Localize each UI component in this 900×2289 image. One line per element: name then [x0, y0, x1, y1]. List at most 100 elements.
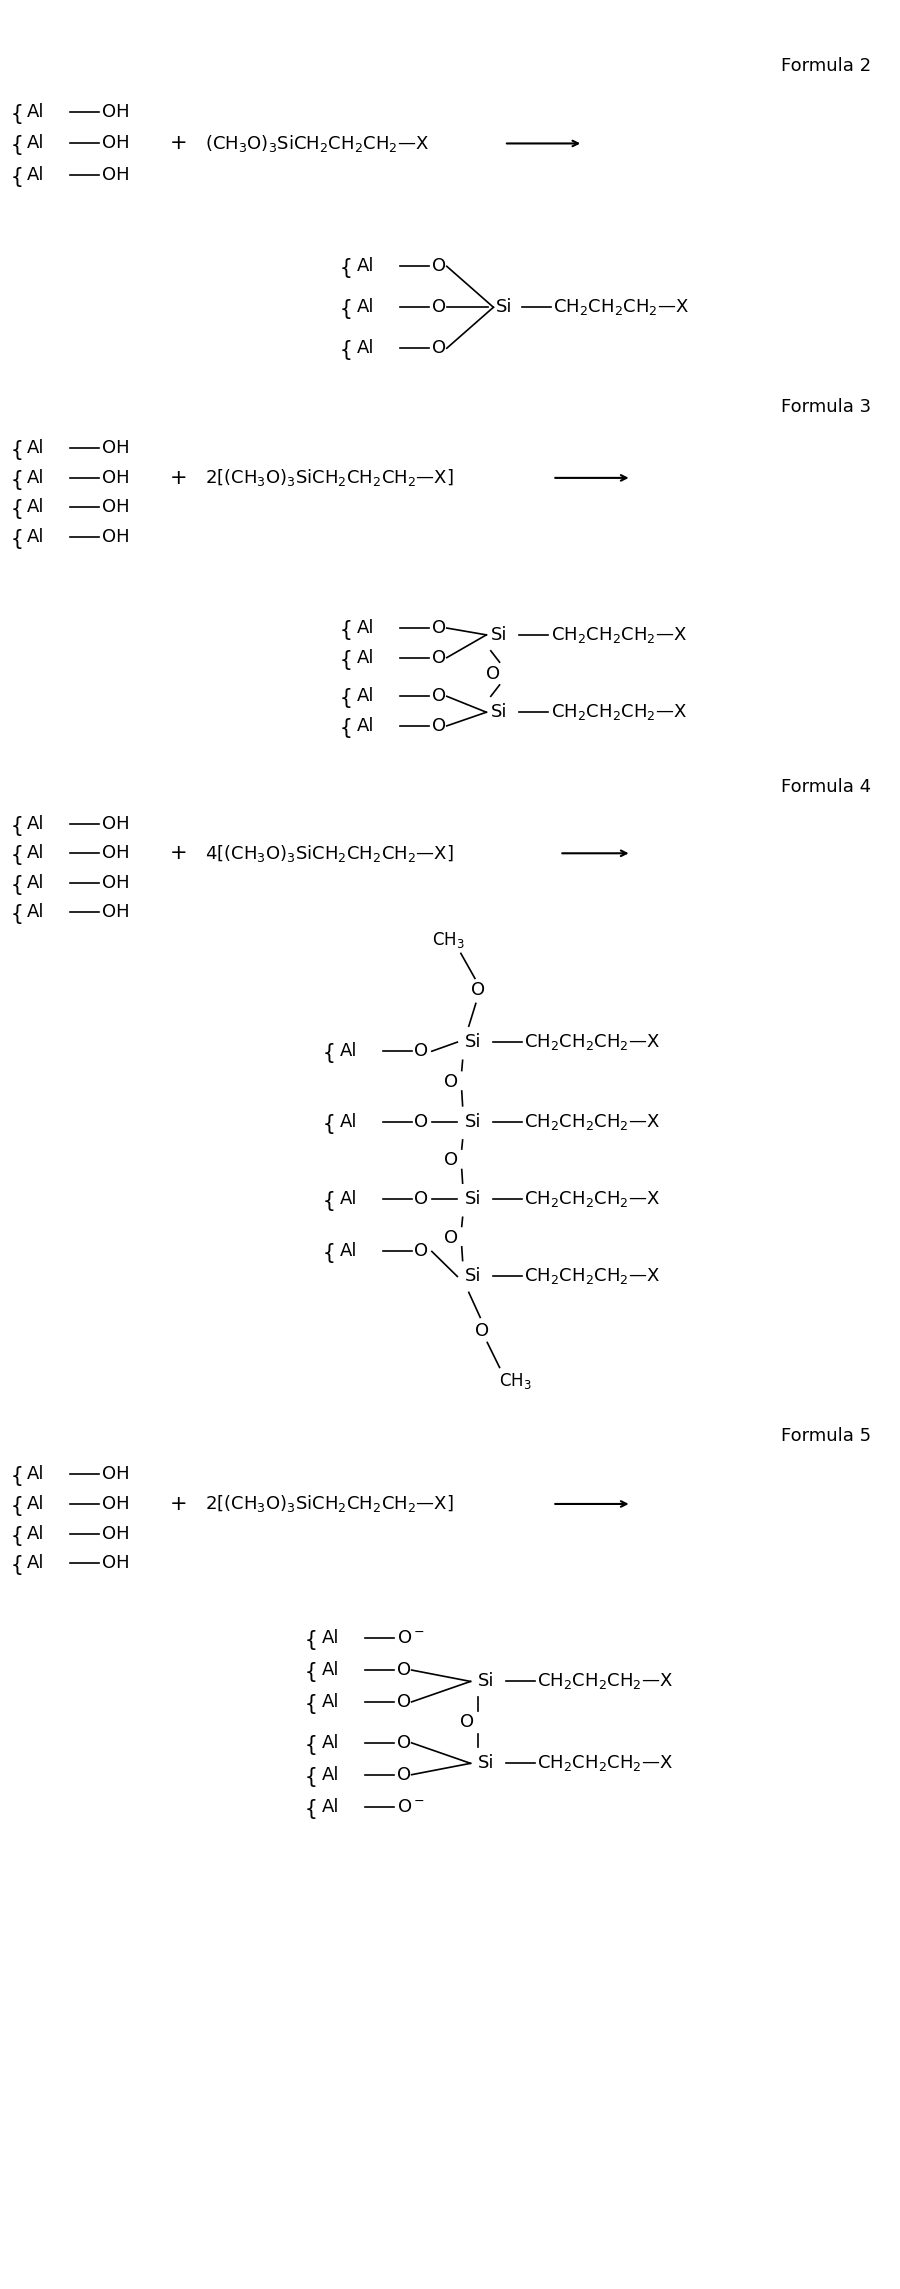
Text: O: O [414, 1041, 428, 1060]
Text: OH: OH [102, 469, 130, 488]
Text: Al: Al [27, 874, 45, 893]
Text: O: O [471, 980, 484, 998]
Text: $\}$: $\}$ [342, 645, 355, 671]
Text: OH: OH [102, 439, 130, 458]
Text: Al: Al [27, 499, 45, 517]
Text: CH$_2$CH$_2$CH$_2$—X: CH$_2$CH$_2$CH$_2$—X [524, 1188, 661, 1209]
Text: Si: Si [491, 625, 508, 643]
Text: $\}$: $\}$ [12, 467, 24, 490]
Text: CH$_2$CH$_2$CH$_2$—X: CH$_2$CH$_2$CH$_2$—X [537, 1671, 673, 1692]
Text: Al: Al [27, 1495, 45, 1513]
Text: Al: Al [27, 904, 45, 922]
Text: +: + [170, 467, 187, 488]
Text: O: O [432, 256, 446, 275]
Text: $\}$: $\}$ [12, 1463, 24, 1486]
Text: O$^-$: O$^-$ [397, 1797, 425, 1815]
Text: +: + [170, 842, 187, 863]
Text: Al: Al [357, 687, 374, 705]
Text: O: O [475, 1323, 489, 1339]
Text: Al: Al [27, 469, 45, 488]
Text: O$^-$: O$^-$ [397, 1630, 425, 1648]
Text: O: O [432, 298, 446, 316]
Text: Al: Al [357, 648, 374, 666]
Text: OH: OH [102, 1554, 130, 1573]
Text: Al: Al [322, 1662, 339, 1680]
Text: Formula 4: Formula 4 [781, 778, 871, 797]
Text: $\}$: $\}$ [12, 437, 24, 460]
Text: Al: Al [357, 298, 374, 316]
Text: $\}$: $\}$ [307, 1795, 320, 1817]
Text: $\}$: $\}$ [324, 1188, 337, 1211]
Text: CH$_3$: CH$_3$ [432, 929, 465, 950]
Text: OH: OH [102, 103, 130, 121]
Text: Al: Al [27, 1554, 45, 1573]
Text: Si: Si [478, 1673, 495, 1689]
Text: $\}$: $\}$ [342, 684, 355, 707]
Text: CH$_2$CH$_2$CH$_2$—X: CH$_2$CH$_2$CH$_2$—X [551, 703, 687, 723]
Text: $\}$: $\}$ [324, 1110, 337, 1133]
Text: O: O [414, 1112, 428, 1131]
Text: Al: Al [339, 1243, 357, 1261]
Text: Al: Al [357, 618, 374, 636]
Text: +: + [170, 133, 187, 153]
Text: Si: Si [491, 703, 508, 721]
Text: 4[(CH$_3$O)$_3$SiCH$_2$CH$_2$CH$_2$—X]: 4[(CH$_3$O)$_3$SiCH$_2$CH$_2$CH$_2$—X] [205, 842, 454, 863]
Text: $\}$: $\}$ [12, 163, 24, 188]
Text: Al: Al [27, 103, 45, 121]
Text: Al: Al [357, 716, 374, 735]
Text: Al: Al [322, 1694, 339, 1710]
Text: OH: OH [102, 845, 130, 863]
Text: (CH$_3$O)$_3$SiCH$_2$CH$_2$CH$_2$—X: (CH$_3$O)$_3$SiCH$_2$CH$_2$CH$_2$—X [205, 133, 429, 153]
Text: O: O [414, 1243, 428, 1261]
Text: OH: OH [102, 499, 130, 517]
Text: $\}$: $\}$ [307, 1625, 320, 1650]
Text: $\}$: $\}$ [12, 524, 24, 549]
Text: O: O [397, 1765, 410, 1783]
Text: $\}$: $\}$ [307, 1730, 320, 1756]
Text: Al: Al [357, 339, 374, 357]
Text: $\}$: $\}$ [342, 616, 355, 641]
Text: 2[(CH$_3$O)$_3$SiCH$_2$CH$_2$CH$_2$—X]: 2[(CH$_3$O)$_3$SiCH$_2$CH$_2$CH$_2$—X] [205, 467, 454, 488]
Text: $\}$: $\}$ [12, 842, 24, 865]
Text: Al: Al [322, 1630, 339, 1648]
Text: Si: Si [465, 1032, 482, 1051]
Text: OH: OH [102, 904, 130, 922]
Text: CH$_3$: CH$_3$ [499, 1371, 532, 1392]
Text: Al: Al [27, 529, 45, 547]
Text: $\}$: $\}$ [342, 295, 355, 318]
Text: O: O [414, 1190, 428, 1209]
Text: $\}$: $\}$ [12, 1522, 24, 1545]
Text: CH$_2$CH$_2$CH$_2$—X: CH$_2$CH$_2$CH$_2$—X [551, 625, 687, 645]
Text: $\}$: $\}$ [12, 900, 24, 925]
Text: OH: OH [102, 135, 130, 153]
Text: Si: Si [496, 298, 512, 316]
Text: CH$_2$CH$_2$CH$_2$—X: CH$_2$CH$_2$CH$_2$—X [524, 1266, 661, 1286]
Text: Al: Al [27, 815, 45, 833]
Text: $\}$: $\}$ [12, 494, 24, 520]
Text: $\}$: $\}$ [342, 336, 355, 359]
Text: O: O [444, 1229, 458, 1248]
Text: OH: OH [102, 1524, 130, 1543]
Text: Al: Al [322, 1765, 339, 1783]
Text: O: O [397, 1662, 410, 1680]
Text: OH: OH [102, 529, 130, 547]
Text: Formula 3: Formula 3 [781, 398, 871, 417]
Text: $\}$: $\}$ [324, 1039, 337, 1062]
Text: O: O [444, 1151, 458, 1170]
Text: Si: Si [465, 1190, 482, 1209]
Text: O: O [444, 1074, 458, 1092]
Text: CH$_2$CH$_2$CH$_2$—X: CH$_2$CH$_2$CH$_2$—X [524, 1112, 661, 1131]
Text: Al: Al [339, 1112, 357, 1131]
Text: $\}$: $\}$ [307, 1689, 320, 1714]
Text: O: O [432, 618, 446, 636]
Text: Al: Al [339, 1041, 357, 1060]
Text: OH: OH [102, 1465, 130, 1483]
Text: $\}$: $\}$ [12, 870, 24, 895]
Text: Si: Si [478, 1753, 495, 1772]
Text: Al: Al [339, 1190, 357, 1209]
Text: $\}$: $\}$ [12, 1552, 24, 1575]
Text: Al: Al [27, 439, 45, 458]
Text: CH$_2$CH$_2$CH$_2$—X: CH$_2$CH$_2$CH$_2$—X [537, 1753, 673, 1774]
Text: OH: OH [102, 874, 130, 893]
Text: OH: OH [102, 1495, 130, 1513]
